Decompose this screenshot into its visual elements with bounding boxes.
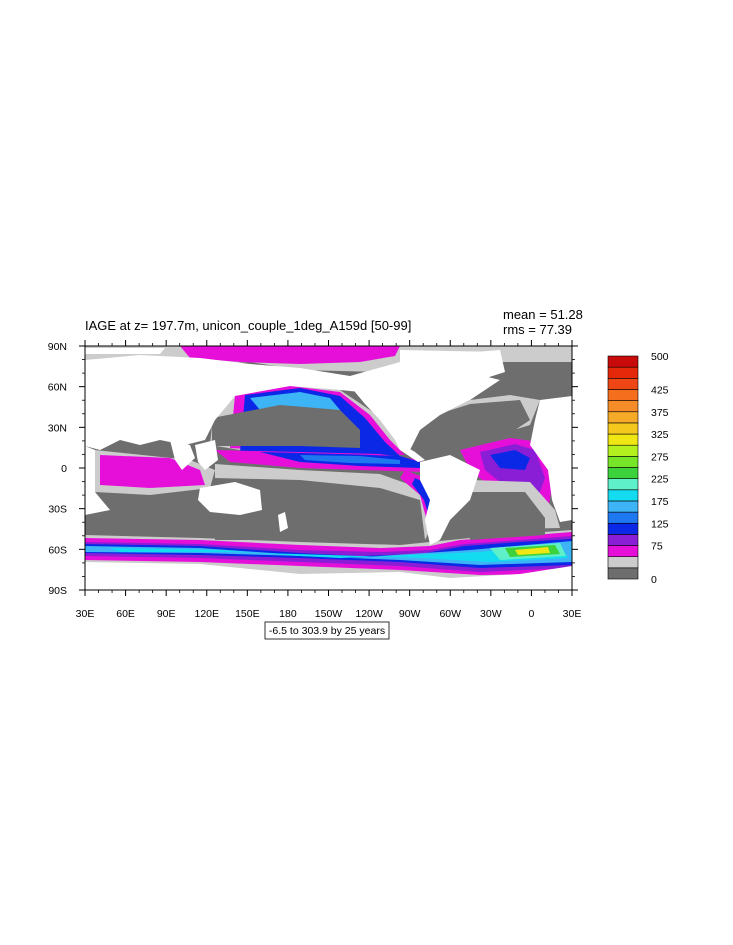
colorbar-label: 75 [651, 541, 663, 553]
colorbar-box [607, 489, 639, 502]
new-zealand [278, 512, 288, 532]
antarctica [85, 562, 572, 590]
arctic-magenta [180, 346, 400, 364]
colorbar-box [607, 377, 639, 390]
plot-title: IAGE at z= 197.7m, unicon_couple_1deg_A1… [85, 318, 411, 333]
x-tick-label: 60E [116, 608, 135, 620]
colorbar-box [607, 456, 639, 468]
map-field [85, 346, 572, 590]
colorbar-box [607, 422, 639, 435]
greenland [450, 350, 505, 380]
colorbar-box [607, 567, 639, 580]
eqpac-lightblue [300, 455, 400, 464]
y-tick-label: 90S [48, 585, 67, 597]
colorbar-box [607, 444, 639, 457]
colorbar-label: 275 [651, 451, 669, 463]
colorbar-box [607, 411, 639, 424]
svalbard [550, 348, 572, 360]
x-tick-label: 150E [235, 608, 260, 620]
x-tick-label: 30E [563, 608, 582, 620]
colorbar-box [607, 433, 639, 446]
colorbar-box [607, 366, 639, 379]
colorbar [607, 355, 639, 580]
colorbar-box [607, 500, 639, 513]
y-axis: 90N 60N 30N 0 30S 60S 90S [48, 341, 578, 597]
colorbar-label: 375 [651, 407, 669, 419]
rms-stat: rms = 77.39 [503, 322, 572, 337]
x-tick-label: 90E [157, 608, 176, 620]
colorbar-box [607, 478, 639, 491]
x-tick-label: 0 [528, 608, 534, 620]
colorbar-label: 0 [651, 574, 657, 586]
colorbar-box [607, 355, 639, 368]
southern-yellow [515, 547, 550, 555]
colorbar-box [607, 400, 639, 413]
colorbar-label: 125 [651, 518, 669, 530]
colorbar-label: 225 [651, 474, 669, 486]
south-america [420, 455, 480, 545]
footnote-box [264, 621, 390, 640]
x-axis: 30E 60E 90E 120E 150E 180 150W 120W 90W 60W 30W 0 30… [76, 340, 582, 620]
natl-east-blue [490, 450, 530, 470]
x-tick-label: 120E [194, 608, 219, 620]
colorbar-box [607, 389, 639, 401]
africa [85, 446, 110, 515]
colorbar-label: 175 [651, 496, 669, 508]
india [170, 440, 195, 470]
colorbar-box [607, 556, 639, 569]
x-tick-label: 90W [399, 608, 421, 620]
mean-stat: mean = 51.28 [503, 307, 583, 322]
y-tick-label: 60S [48, 544, 67, 556]
colorbar-label: 425 [651, 384, 669, 396]
y-tick-label: 30S [48, 504, 67, 516]
colorbar-box [607, 545, 639, 557]
colorbar-labels: 0 75 125 175 225 275 325 375 425 500 [651, 351, 669, 586]
y-tick-label: 60N [48, 382, 67, 394]
southern-cyan [110, 544, 568, 562]
eurasia [85, 355, 360, 450]
y-tick-label: 30N [48, 422, 67, 434]
africa-east [530, 396, 572, 522]
colorbar-label: 500 [651, 351, 669, 363]
spac-gyre [215, 478, 425, 540]
colorbar-label: 325 [651, 429, 669, 441]
se-asia [195, 440, 218, 470]
satl-gyre [470, 492, 545, 540]
x-tick-label: 150W [315, 608, 343, 620]
npac-gyre [212, 405, 360, 448]
y-tick-label: 0 [61, 463, 67, 475]
x-tick-label: 120W [355, 608, 383, 620]
australia [198, 482, 262, 515]
footnote-text: -6.5 to 303.9 by 25 years [269, 625, 385, 637]
x-tick-label: 30W [480, 608, 502, 620]
colorbar-box [607, 534, 639, 546]
natl-gyre [420, 400, 530, 450]
north-america [350, 362, 500, 450]
arctic-land-n [85, 348, 165, 354]
colorbar-box [607, 522, 639, 535]
colorbar-box [607, 467, 639, 479]
x-tick-label: 60W [439, 608, 461, 620]
x-tick-label: 30E [76, 608, 95, 620]
y-tick-label: 90N [48, 341, 67, 353]
colorbar-box [607, 511, 639, 524]
central-america [395, 440, 425, 462]
x-tick-label: 180 [279, 608, 297, 620]
